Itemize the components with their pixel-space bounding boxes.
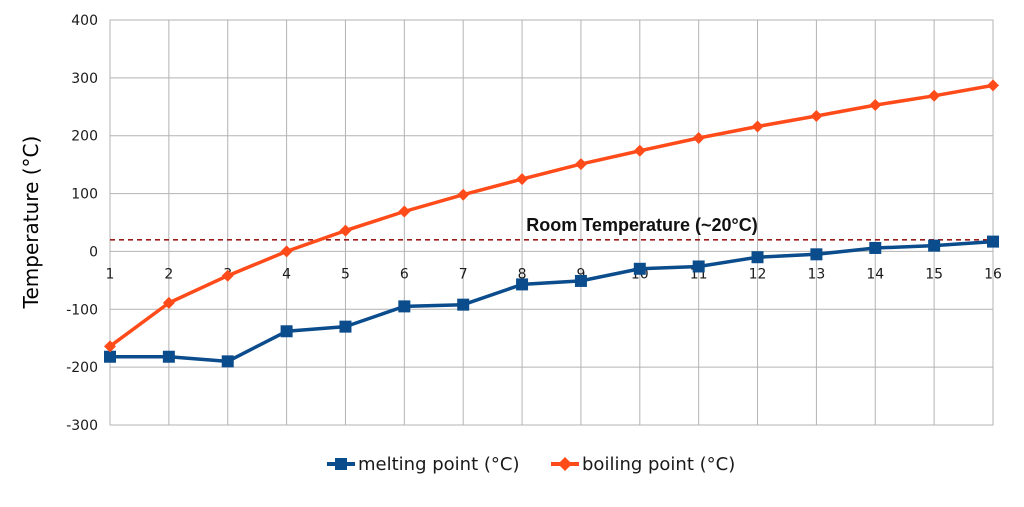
data-point: [869, 241, 882, 254]
data-point: [810, 248, 823, 261]
y-tick-label: 100: [71, 187, 98, 203]
data-point: [574, 274, 587, 287]
legend-melting-label: melting point (°C): [358, 454, 519, 475]
data-point: [574, 158, 587, 171]
series-line: [108, 83, 994, 348]
x-tick-label: 6: [400, 266, 409, 282]
data-point: [398, 300, 411, 313]
y-tick-label: 0: [89, 244, 98, 260]
data-point: [457, 188, 470, 201]
data-point: [633, 144, 646, 157]
x-tick-label: 1: [106, 266, 115, 282]
x-tick-label: 14: [866, 266, 884, 282]
data-point: [810, 110, 823, 123]
data-series: [104, 79, 999, 368]
data-point: [928, 89, 941, 102]
x-tick-label: 7: [459, 266, 468, 282]
data-point: [692, 132, 705, 145]
data-point: [516, 278, 529, 291]
y-tick-label: 300: [71, 71, 98, 87]
y-tick-label: -100: [66, 302, 98, 318]
data-point: [280, 325, 293, 338]
plot-background: [110, 20, 993, 425]
x-tick-label: 16: [984, 266, 1002, 282]
x-tick-label: 12: [749, 266, 767, 282]
series-boiling-point: [104, 79, 999, 353]
data-point: [516, 173, 529, 186]
legend-boiling-label: boiling point (°C): [582, 454, 735, 475]
data-point: [104, 340, 116, 353]
data-point: [162, 350, 175, 363]
data-point: [751, 120, 764, 133]
data-point: [987, 79, 999, 92]
data-point: [221, 355, 234, 368]
series-line: [110, 239, 994, 364]
data-point: [928, 239, 941, 252]
y-tick-label: 200: [71, 129, 98, 145]
data-point: [162, 296, 175, 309]
y-tick-label: -200: [66, 360, 98, 376]
y-axis-label: Temperature (°C): [19, 136, 43, 310]
y-tick-labels: -300 -200 -100 0 100 200 300 400: [66, 13, 98, 434]
data-point: [869, 99, 882, 112]
data-point: [104, 350, 116, 363]
data-point: [280, 245, 293, 258]
room-temperature-label: Room Temperature (~20°C): [526, 215, 757, 235]
series-melting-point: [104, 235, 999, 368]
legend-item-melting: melting point (°C): [327, 454, 519, 475]
data-point: [221, 269, 234, 282]
legend: melting point (°C) boiling point (°C): [327, 454, 735, 475]
data-point: [987, 235, 999, 248]
data-point: [633, 262, 646, 275]
x-tick-label: 2: [164, 266, 173, 282]
y-tick-label: -300: [66, 418, 98, 434]
data-point: [339, 320, 352, 333]
x-tick-label: 13: [807, 266, 825, 282]
data-point: [751, 251, 764, 264]
data-point: [692, 260, 705, 273]
x-tick-label: 9: [576, 266, 585, 282]
legend-boiling-marker: [558, 457, 572, 471]
legend-melting-marker: [335, 458, 347, 470]
x-tick-label: 5: [341, 266, 350, 282]
legend-item-boiling: boiling point (°C): [551, 454, 735, 475]
plot-border: [109, 19, 994, 426]
x-tick-label: 4: [282, 266, 291, 282]
x-tick-label: 8: [518, 266, 527, 282]
data-point: [457, 298, 470, 311]
data-point: [398, 205, 411, 218]
x-tick-label: 15: [925, 266, 943, 282]
y-tick-label: 400: [71, 13, 98, 29]
data-point: [339, 224, 352, 237]
